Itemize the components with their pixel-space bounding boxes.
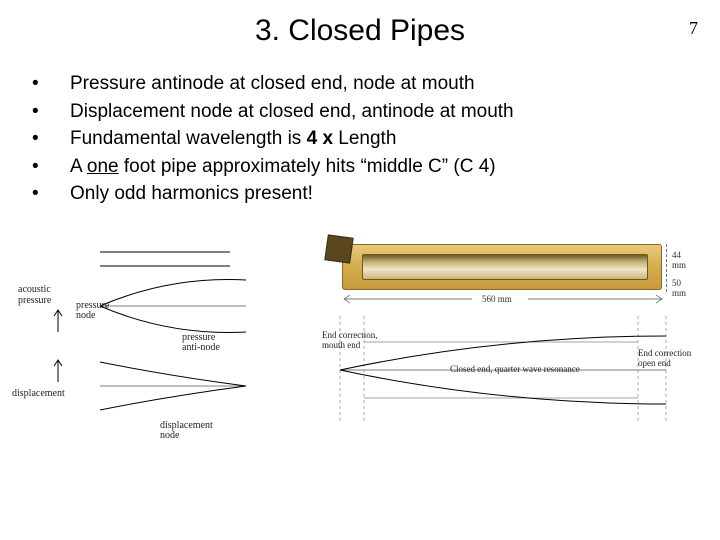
bullet-list: • Pressure antinode at closed end, node … (32, 70, 690, 208)
label-displacement: displacement (12, 388, 65, 399)
standing-wave-svg: acoustic pressure pressure node pressure… (10, 236, 306, 446)
bullet-text: Displacement node at closed end, antinod… (70, 98, 690, 126)
label-closed-quarter-wave: Closed end, quarter wave resonance (450, 364, 580, 374)
bullet-4: • A one foot pipe approximately hits “mi… (32, 153, 690, 181)
pipe-slot (362, 254, 648, 280)
bullet-post: foot pipe approximately hits “middle C” … (119, 156, 496, 177)
right-diagram: 44 mm 50 mm 560 mm (312, 236, 706, 446)
bullet-text: Pressure antinode at closed end, node at… (70, 70, 690, 98)
label-pressure-node-2: node (76, 310, 96, 321)
length-dim-arrow (322, 292, 692, 306)
bullet-post: Length (333, 128, 396, 149)
label-end-correction-mouth: End correction,mouth end (322, 330, 382, 350)
page-number: 7 (689, 18, 698, 39)
label-pressure-antinode-2: anti-node (182, 342, 220, 353)
bullet-dot: • (32, 70, 70, 98)
dim-guide-right (666, 244, 667, 292)
label-displacement-node-2: node (160, 430, 180, 441)
bullet-bold: 4 x (307, 128, 333, 149)
bullet-text: Fundamental wavelength is 4 x Length (70, 125, 690, 153)
slide-title: 3. Closed Pipes (0, 0, 720, 70)
right-wave-diagram: End correction,mouth end Closed end, qua… (320, 312, 700, 432)
bullet-dot: • (32, 153, 70, 181)
bullet-text: Only odd harmonics present! (70, 180, 690, 208)
bullet-pre: Fundamental wavelength is (70, 128, 307, 149)
bullet-3: • Fundamental wavelength is 4 x Length (32, 125, 690, 153)
bullet-underline: one (87, 156, 119, 177)
bullet-dot: • (32, 125, 70, 153)
pipe-mouthpiece-block (324, 234, 353, 263)
left-diagram: acoustic pressure pressure node pressure… (10, 236, 306, 446)
bullet-dot: • (32, 98, 70, 126)
bullet-pre: A (70, 156, 87, 177)
figures-row: acoustic pressure pressure node pressure… (0, 236, 720, 446)
dim-44mm: 44 mm (672, 250, 692, 270)
label-acoustic-pressure-2: pressure (18, 295, 52, 306)
bullet-1: • Pressure antinode at closed end, node … (32, 70, 690, 98)
bullet-dot: • (32, 180, 70, 208)
bullet-5: • Only odd harmonics present! (32, 180, 690, 208)
pipe-photo: 44 mm 50 mm 560 mm (322, 236, 692, 308)
bullet-text: A one foot pipe approximately hits “midd… (70, 153, 690, 181)
label-end-correction-open: End correctionopen end (638, 348, 702, 368)
bullet-2: • Displacement node at closed end, antin… (32, 98, 690, 126)
label-acoustic-pressure: acoustic (18, 284, 51, 295)
